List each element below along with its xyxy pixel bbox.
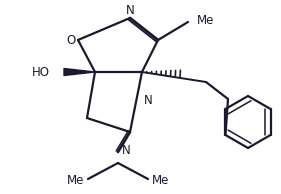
Text: Me: Me [67, 173, 84, 186]
Text: O: O [66, 35, 76, 48]
Text: Me: Me [152, 173, 169, 186]
Text: N: N [144, 94, 152, 107]
Text: Me: Me [197, 14, 214, 27]
Text: N: N [122, 145, 130, 158]
Text: N: N [126, 4, 134, 17]
Text: HO: HO [32, 66, 50, 79]
Polygon shape [64, 68, 95, 75]
